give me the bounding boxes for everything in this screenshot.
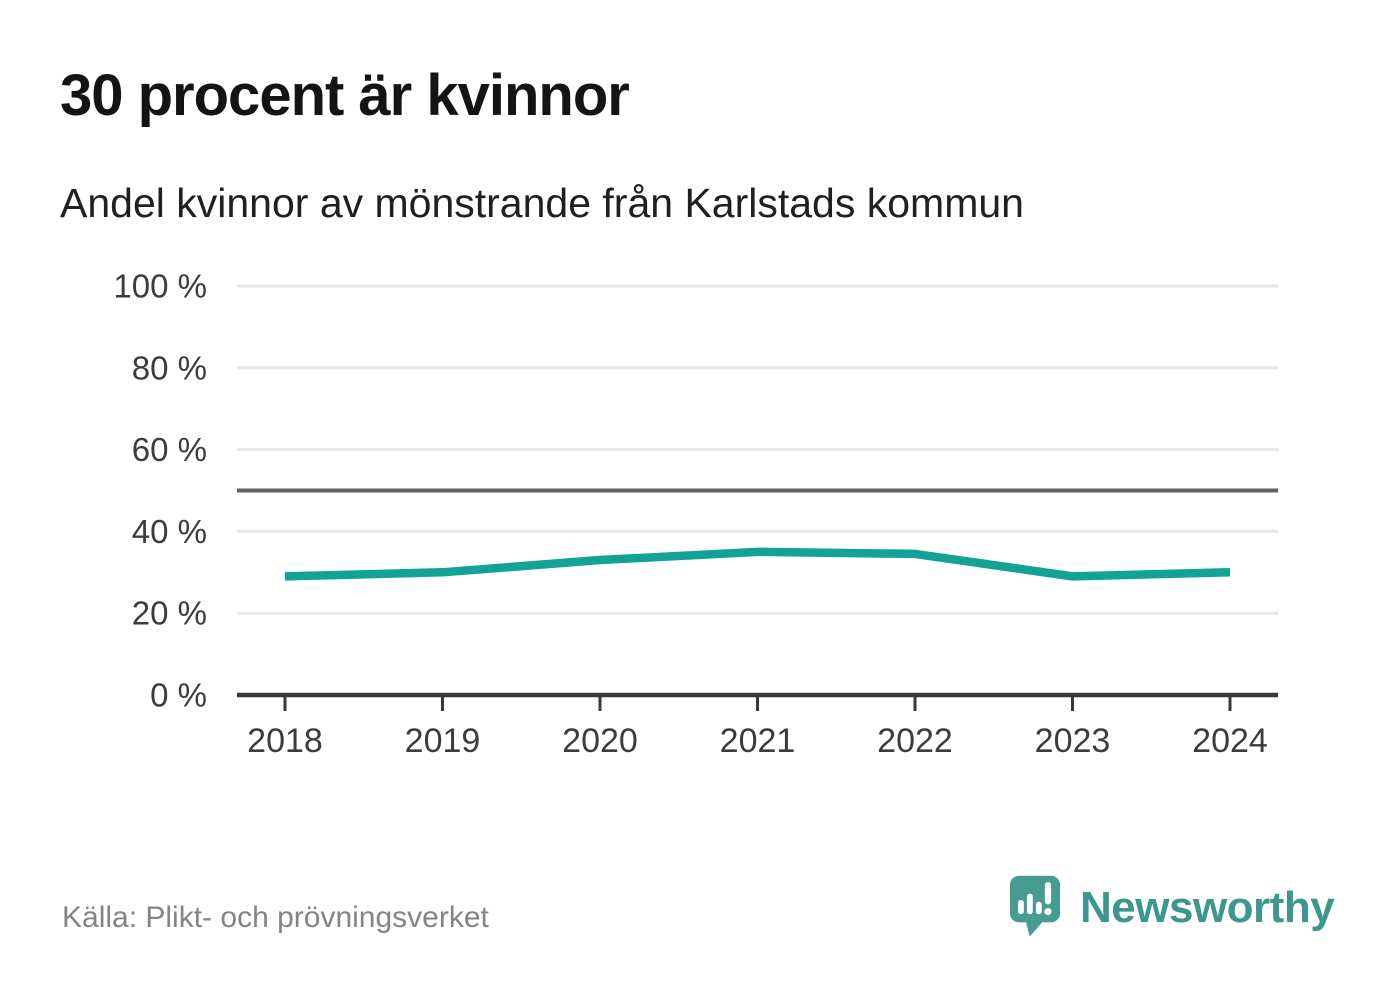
brand-logo: Newsworthy <box>1008 874 1335 942</box>
x-axis-label: 2019 <box>405 722 481 760</box>
x-axis-label: 2021 <box>720 722 796 760</box>
source-note: Källa: Plikt- och prövningsverket <box>62 901 489 934</box>
x-axis-label: 2022 <box>877 722 953 760</box>
x-axis-label: 2024 <box>1192 722 1268 760</box>
chart-subtitle: Andel kvinnor av mönstrande från Karlsta… <box>60 180 1024 226</box>
y-axis-label: 40 % <box>132 513 207 550</box>
y-axis-label: 0 % <box>150 677 207 714</box>
y-axis-label: 100 % <box>113 268 207 305</box>
x-axis-label: 2018 <box>247 722 323 760</box>
y-axis-label: 80 % <box>132 349 207 386</box>
page-title: 30 procent är kvinnor <box>60 63 630 128</box>
data-line-andel-kvinnor <box>284 547 1231 581</box>
x-axis-label: 2023 <box>1035 722 1111 760</box>
y-axis-label: 60 % <box>132 431 207 468</box>
y-axis-label: 20 % <box>132 595 207 632</box>
x-axis-label: 2020 <box>562 722 638 760</box>
brand-name: Newsworthy <box>1080 883 1335 932</box>
newsworthy-speech-bubble-bar-chart-icon <box>1009 875 1061 937</box>
